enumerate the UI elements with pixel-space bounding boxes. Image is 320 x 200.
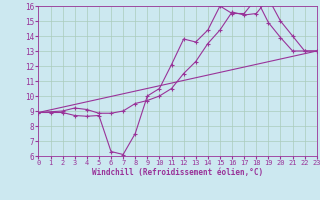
X-axis label: Windchill (Refroidissement éolien,°C): Windchill (Refroidissement éolien,°C) (92, 168, 263, 177)
